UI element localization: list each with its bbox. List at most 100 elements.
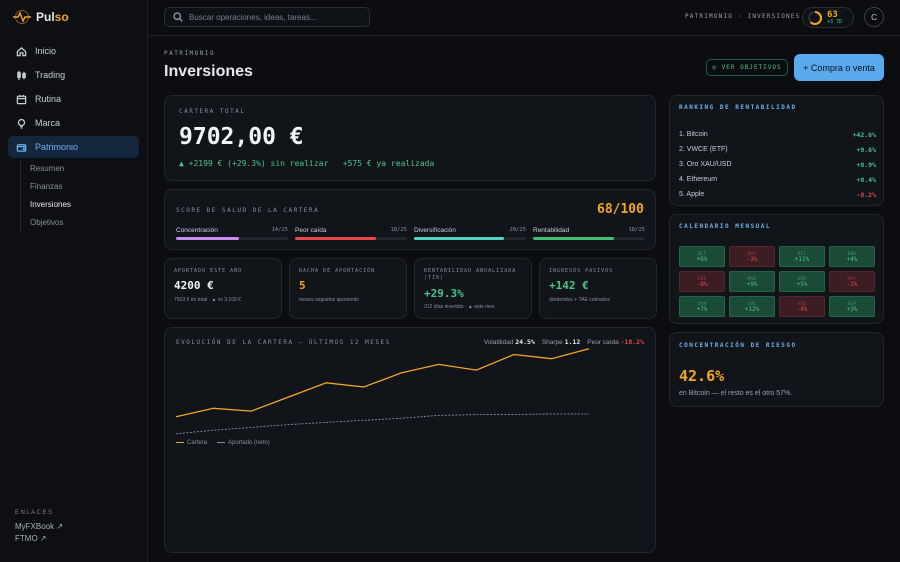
nav-label: Trading xyxy=(35,70,66,80)
unrealized-gain: ▲ +2199 € (+29.3%) sin realizar xyxy=(179,159,329,168)
search-box[interactable] xyxy=(164,7,370,27)
calendar-cell[interactable]: MAR +9% xyxy=(729,271,775,292)
calendar-return: -8% xyxy=(696,280,708,288)
stat-label: RACHA DE APORTACIÓN xyxy=(299,268,376,274)
subnav-item-finanzas[interactable]: Finanzas xyxy=(30,182,63,191)
nav-label: Marca xyxy=(35,118,61,128)
stat-value: +142 € xyxy=(549,279,589,292)
calendar-return: +4% xyxy=(846,255,858,263)
buy-sell-button[interactable]: + Compra o venta xyxy=(794,54,884,81)
calendar-cell[interactable]: DIC +11% xyxy=(779,246,825,267)
link-myfxbook[interactable]: MyFXBook ↗ xyxy=(15,522,64,531)
legend-item-portfolio[interactable]: Cartera xyxy=(176,440,207,446)
asset-name: 5. Apple xyxy=(679,191,705,198)
calendar-cell[interactable]: SEP +3% xyxy=(829,296,875,317)
stat-label: INGRESOS PASIVOS xyxy=(549,268,614,274)
nav-item-rutina[interactable]: Rutina xyxy=(8,88,139,110)
avatar[interactable]: C xyxy=(864,7,884,27)
list-item[interactable]: 4. Ethereum +8.4% xyxy=(679,172,876,187)
calendar-return: -2% xyxy=(846,280,858,288)
metric-value: 18/25 xyxy=(390,227,407,233)
calendar-cell[interactable]: ENE +4% xyxy=(829,246,875,267)
legend-label: Aportado (neto) xyxy=(228,440,270,446)
nav-item-patrimonio[interactable]: Patrimonio xyxy=(8,136,139,158)
calendar-month: DIC xyxy=(797,250,807,256)
metric-diversificacion: Diversificación 20/25 xyxy=(414,227,526,240)
calendar-cell[interactable]: NOV -3% xyxy=(729,246,775,267)
metric-name: Peor caída xyxy=(295,227,327,234)
metric-bar xyxy=(533,237,614,240)
risk-note: en Bitcoin — el resto es el otro 57%. xyxy=(679,390,793,397)
asset-pct: +9.6% xyxy=(856,145,876,154)
main-nav: Inicio Trading Rutina Marca Patrimonio xyxy=(8,40,139,160)
stat-value: 4200 € xyxy=(174,279,214,292)
link-ftmo[interactable]: FTMO ↗ xyxy=(15,534,47,543)
gains-summary: ▲ +2199 € (+29.3%) sin realizar +575 € y… xyxy=(179,159,434,168)
metric-value: 18/25 xyxy=(628,227,645,233)
calendar-cell[interactable]: FEB -8% xyxy=(679,271,725,292)
nav-item-trading[interactable]: Trading xyxy=(8,64,139,86)
nav-item-inicio[interactable]: Inicio xyxy=(8,40,139,62)
calendar-cell[interactable]: JUL +12% xyxy=(729,296,775,317)
calendar-return: +5% xyxy=(796,280,808,288)
list-item[interactable]: 2. VWCE (ETF) +9.6% xyxy=(679,142,876,157)
candles-icon xyxy=(17,70,26,80)
chart-legend: Cartera Aportado (neto) xyxy=(176,440,270,446)
metric-peor-caida: Peor caída 18/25 xyxy=(295,227,407,240)
health-score-card: SCORE DE SALUD DE LA CARTERA 68/100 Conc… xyxy=(164,189,656,250)
stat-card-streak: RACHA DE APORTACIÓN 5 meses seguidos apo… xyxy=(289,258,407,319)
calendar-return: -4% xyxy=(796,305,808,313)
logo[interactable]: Pulso xyxy=(12,10,69,24)
calendar-icon xyxy=(16,94,27,104)
calendar-month: ABR xyxy=(797,275,807,281)
calendar-return: +12% xyxy=(744,305,760,313)
metric-concentracion: Concentración 14/25 xyxy=(176,227,288,240)
calendar-return: +3% xyxy=(846,305,858,313)
sharpe-value: 1.12 xyxy=(564,338,581,346)
evolution-chart-card: EVOLUCIÓN DE LA CARTERA — ÚLTIMOS 12 MES… xyxy=(164,327,656,553)
evolution-kpis: Volatilidad 24.5% Sharpe 1.12 Peor caída… xyxy=(484,338,644,346)
list-item[interactable]: 1. Bitcoin +42.6% xyxy=(679,127,876,142)
asset-pct: +8.4% xyxy=(856,175,876,184)
ranking-label: RANKING DE RENTABILIDAD xyxy=(679,104,797,111)
sidebar: Pulso Inicio Trading Rutina Marca Patrim… xyxy=(0,0,148,562)
search-input[interactable] xyxy=(189,12,359,22)
list-item[interactable]: 3. Oro XAU/USD +8.9% xyxy=(679,157,876,172)
series-line-portfolio xyxy=(175,348,590,418)
calendar-month: JUN xyxy=(697,300,707,306)
calendar-cell[interactable]: OCT +6% xyxy=(679,246,725,267)
volatility-label: Volatilidad xyxy=(483,339,514,346)
bulb-icon xyxy=(17,118,26,129)
stat-note: 7503 € en total · ▲ vs 3.100 € xyxy=(174,297,241,303)
ranking-card: RANKING DE RENTABILIDAD 1. Bitcoin +42.6%… xyxy=(669,95,884,206)
series-line-contributed xyxy=(175,413,589,435)
asset-name: 4. Ethereum xyxy=(679,176,718,183)
stat-card-irr: RENTABILIDAD ANUALIZADA (TIR) +29.3% 312… xyxy=(414,258,532,319)
score-pill[interactable]: 63 +3 7D xyxy=(802,7,854,28)
calendar-return: +6% xyxy=(696,255,708,263)
metric-value: 14/25 xyxy=(271,227,288,233)
list-item[interactable]: 5. Apple -8.2% xyxy=(679,187,876,202)
score-value: 63 xyxy=(827,9,838,20)
calendar-cell[interactable]: MAY -2% xyxy=(829,271,875,292)
calendar-cell[interactable]: AGO -4% xyxy=(779,296,825,317)
asset-pct: -8.2% xyxy=(856,190,876,199)
stat-note: meses seguidos aportando xyxy=(299,297,360,303)
portfolio-total-card: CARTERA TOTAL 9702,00 € ▲ +2199 € (+29.3… xyxy=(164,95,656,181)
pulse-icon xyxy=(13,10,31,24)
subnav-item-objetivos[interactable]: Objetivos xyxy=(30,218,64,227)
subnav-item-resumen[interactable]: Resumen xyxy=(30,164,65,173)
calendar-cell[interactable]: ABR +5% xyxy=(779,271,825,292)
calendar-cell[interactable]: JUN +7% xyxy=(679,296,725,317)
subnav-item-inversiones[interactable]: Inversiones xyxy=(30,200,71,209)
health-score-value: 68/100 xyxy=(597,202,644,217)
nav-item-marca[interactable]: Marca xyxy=(8,112,139,134)
metric-bar xyxy=(295,237,376,240)
view-goals-button[interactable]: ◎ VER OBJETIVOS xyxy=(706,59,788,76)
calendar-month: AGO xyxy=(797,300,807,306)
legend-item-contributed[interactable]: Aportado (neto) xyxy=(217,440,270,446)
metric-bar xyxy=(176,237,239,240)
risk-label: CONCENTRACIÓN DE RIESGO xyxy=(679,342,797,349)
calendar-month: OCT xyxy=(697,250,707,256)
stat-value: 5 xyxy=(299,279,306,292)
